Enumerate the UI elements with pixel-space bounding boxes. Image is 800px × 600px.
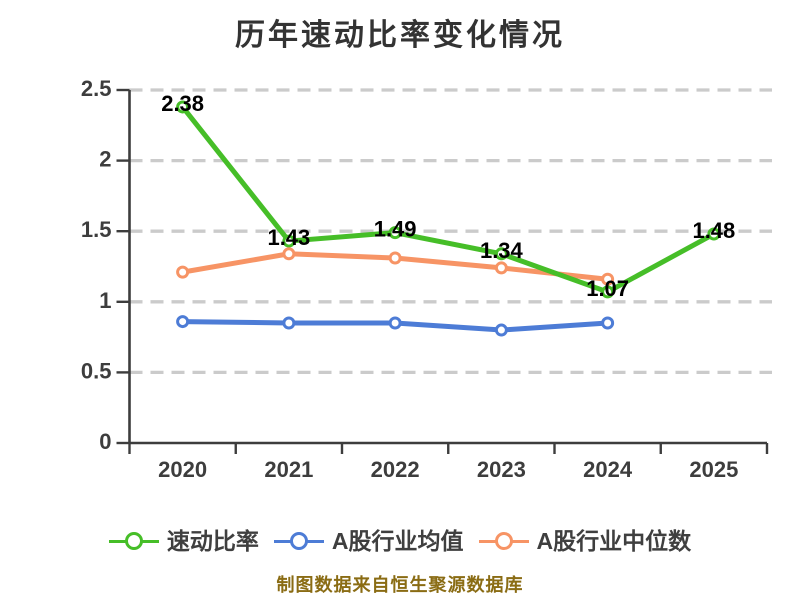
y-tick-label: 0 — [99, 429, 111, 454]
x-tick-label: 2024 — [583, 457, 633, 482]
x-tick-label: 2021 — [264, 457, 313, 482]
legend-label-industry-mean: A股行业均值 — [331, 527, 464, 554]
y-tick-label: 0.5 — [81, 358, 112, 383]
series-line-0 — [180, 105, 716, 295]
x-tick-label: 2020 — [158, 457, 207, 482]
legend-item-industry-median: A股行业中位数 — [478, 527, 692, 554]
chart-title: 历年速动比率变化情况 — [235, 19, 565, 52]
point-value-label: 1.43 — [267, 225, 310, 250]
data-point-0-2020 — [176, 100, 190, 114]
data-point-2-2023 — [494, 261, 508, 275]
data-point-0-2024 — [601, 285, 615, 299]
data-point-1-2022 — [388, 316, 402, 330]
legend-item-industry-mean: A股行业均值 — [273, 527, 464, 554]
source-caption: 制图数据来自恒生聚源数据库 — [276, 575, 524, 595]
point-value-label: 1.34 — [480, 238, 524, 263]
y-tick-label: 2 — [99, 147, 111, 172]
legend-point-icon — [289, 532, 308, 550]
legend-marker-industry-median — [478, 531, 529, 551]
data-point-2-2020 — [176, 265, 190, 279]
y-tick-label: 2.5 — [81, 76, 112, 101]
legend-marker-quick-ratio — [108, 531, 159, 551]
data-point-1-2021 — [282, 316, 296, 330]
data-point-2-2021 — [282, 247, 296, 261]
data-point-2-2024 — [601, 272, 615, 286]
point-value-label: 1.07 — [586, 276, 629, 301]
legend-item-quick-ratio: 速动比率 — [108, 527, 259, 554]
point-value-label: 1.49 — [374, 217, 417, 242]
legend-label-quick-ratio: 速动比率 — [166, 527, 259, 554]
x-tick-label: 2022 — [371, 457, 420, 482]
legend-point-icon — [124, 532, 143, 550]
data-point-0-2022 — [388, 226, 402, 240]
x-tick-label: 2023 — [477, 457, 526, 482]
data-point-0-2023 — [494, 247, 508, 261]
y-tick-label: 1 — [99, 288, 111, 313]
data-point-1-2020 — [176, 315, 190, 329]
point-value-label: 2.38 — [161, 91, 204, 116]
data-point-0-2021 — [282, 234, 296, 248]
point-value-label: 1.48 — [692, 218, 735, 243]
data-point-1-2023 — [494, 323, 508, 337]
y-tick-label: 1.5 — [81, 217, 112, 242]
legend-point-icon — [494, 532, 513, 550]
x-tick-label: 2025 — [689, 457, 738, 482]
data-point-1-2024 — [601, 316, 615, 330]
legend-label-industry-median: A股行业中位数 — [536, 527, 692, 554]
data-point-0-2025 — [707, 227, 721, 241]
data-point-2-2022 — [388, 251, 402, 265]
legend-marker-industry-mean — [273, 531, 324, 551]
legend: 速动比率 A股行业均值 A股行业中位数 — [0, 524, 800, 558]
